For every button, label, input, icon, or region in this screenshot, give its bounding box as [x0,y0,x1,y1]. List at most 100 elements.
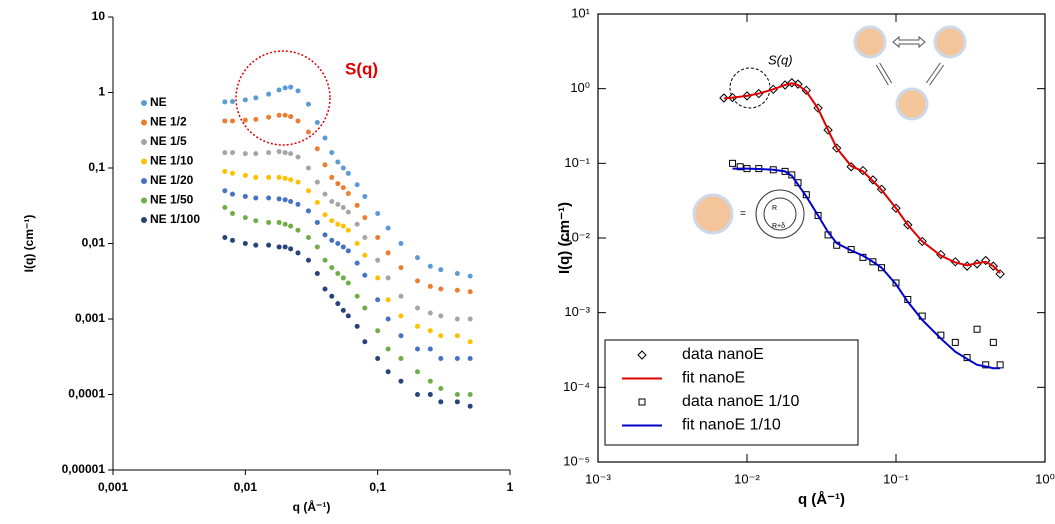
data-point [427,346,433,352]
data-point [467,355,473,361]
data-point [266,219,272,225]
y-tick-label: 10⁰ [570,80,590,95]
legend-marker [638,398,646,406]
data-point [242,117,248,123]
legend-label: NE [150,95,167,109]
y-tick-label: 10⁻³ [564,304,590,319]
data-point [288,198,294,204]
data-point [398,265,404,271]
sq-circle [235,50,331,146]
data-point [354,241,360,246]
data-point [345,170,351,176]
data-point [438,399,444,405]
x-tick-label: 10⁻² [734,471,760,486]
data-point [335,201,341,207]
data-point [329,293,335,299]
x-tick-label: 10⁰ [1035,471,1055,486]
data-point [415,392,421,397]
data-point [995,269,1005,279]
data-point [230,118,236,124]
data-point [305,235,311,241]
data-point [288,223,294,229]
legend-label: NE 1/20 [150,173,194,187]
data-point [253,116,259,122]
data-point [467,289,473,295]
data-point [354,293,360,299]
data-point [335,271,341,277]
legend-box [604,339,859,446]
data-point [329,174,335,180]
x-axis-label: q (Å⁻¹) [798,491,845,508]
data-point [345,209,351,215]
legend-label: NE 1/100 [150,212,200,226]
data-point [314,199,320,205]
data-point [253,195,259,201]
data-point [415,255,421,261]
data-point [727,92,738,103]
data-point [230,237,236,243]
data-point [322,212,328,218]
data-point [345,280,351,286]
annotation: S(q) [768,52,793,67]
data-point [385,250,391,256]
data-point [996,361,1004,369]
data-point [276,219,282,225]
data-point [345,190,351,196]
data-point [467,403,473,409]
data-point [282,85,288,91]
data-point [375,355,381,361]
data-point [222,204,228,210]
data-point [846,162,856,172]
data-point [362,193,368,199]
data-point [282,112,288,118]
data-point [980,255,991,266]
data-point [869,258,877,266]
data-point [322,286,328,292]
data-point [322,257,328,263]
data-point [454,287,460,293]
annotation: S(q) [345,59,378,78]
y-tick-label: 0,01 [82,236,106,250]
data-point [295,88,301,94]
data-point [305,188,311,194]
data-point [354,323,360,329]
y-tick-label: 10⁻¹ [564,155,590,170]
data-point [242,151,248,157]
data-point [305,129,311,135]
y-tick-label: 0,0001 [68,387,105,401]
legend-marker [141,100,147,106]
data-point [340,185,346,191]
sq-circle [729,67,771,109]
data-point [385,369,391,375]
legend-marker [141,158,147,165]
y-tick-label: 10⁻⁵ [563,453,590,468]
data-point [398,313,404,319]
x-tick-label: 1 [507,480,514,494]
data-point [438,286,444,292]
data-point [242,193,248,199]
legend-marker [637,350,647,360]
y-tick-label: 0,00001 [62,462,106,476]
legend-marker [141,119,147,126]
data-point [288,151,294,157]
data-point [305,257,311,263]
data-point [814,212,822,220]
data-point [253,95,259,101]
data-point [295,250,301,256]
data-point [340,204,346,210]
data-point [253,151,259,157]
y-tick-label: 10⁻² [564,229,590,244]
legend-label: NE 1/5 [150,134,187,148]
x-tick-label: 0,001 [98,480,128,494]
data-point [415,305,421,311]
y-tick-label: 0,001 [75,311,105,325]
data-point [415,369,421,375]
data-point [398,241,404,246]
legend-label: data nanoE 1/10 [682,393,800,410]
sphere-icons: = R R+δ [692,25,967,239]
data-point [398,355,404,361]
data-point [362,339,368,345]
data-point [314,271,320,277]
x-tick-label: 10⁻³ [585,471,611,486]
data-point [427,328,433,334]
